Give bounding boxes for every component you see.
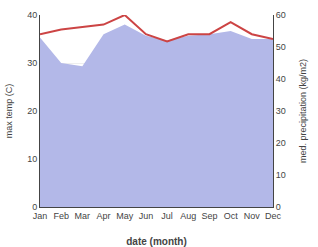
svg-text:20: 20 bbox=[276, 138, 286, 148]
svg-text:Jun: Jun bbox=[139, 211, 154, 221]
svg-text:Aug: Aug bbox=[180, 211, 196, 221]
svg-text:date (month): date (month) bbox=[126, 236, 187, 247]
svg-text:60: 60 bbox=[276, 10, 286, 20]
svg-text:Sep: Sep bbox=[201, 211, 217, 221]
svg-text:50: 50 bbox=[276, 42, 286, 52]
svg-text:Oct: Oct bbox=[224, 211, 239, 221]
svg-text:0: 0 bbox=[276, 202, 281, 212]
svg-text:med. precipitation (kg/m2): med. precipitation (kg/m2) bbox=[298, 59, 308, 163]
svg-text:Jul: Jul bbox=[161, 211, 173, 221]
svg-text:Jan: Jan bbox=[33, 211, 48, 221]
svg-text:20: 20 bbox=[27, 106, 37, 116]
svg-text:10: 10 bbox=[276, 170, 286, 180]
svg-text:40: 40 bbox=[27, 10, 37, 20]
svg-text:Feb: Feb bbox=[53, 211, 69, 221]
svg-text:May: May bbox=[116, 211, 134, 221]
svg-text:Apr: Apr bbox=[97, 211, 111, 221]
svg-text:Nov: Nov bbox=[244, 211, 261, 221]
svg-text:max temp (C): max temp (C) bbox=[4, 84, 14, 139]
svg-text:40: 40 bbox=[276, 74, 286, 84]
svg-text:30: 30 bbox=[27, 58, 37, 68]
svg-text:Mar: Mar bbox=[75, 211, 91, 221]
svg-text:0: 0 bbox=[32, 202, 37, 212]
svg-text:30: 30 bbox=[276, 106, 286, 116]
svg-text:10: 10 bbox=[27, 154, 37, 164]
svg-text:Dec: Dec bbox=[265, 211, 282, 221]
